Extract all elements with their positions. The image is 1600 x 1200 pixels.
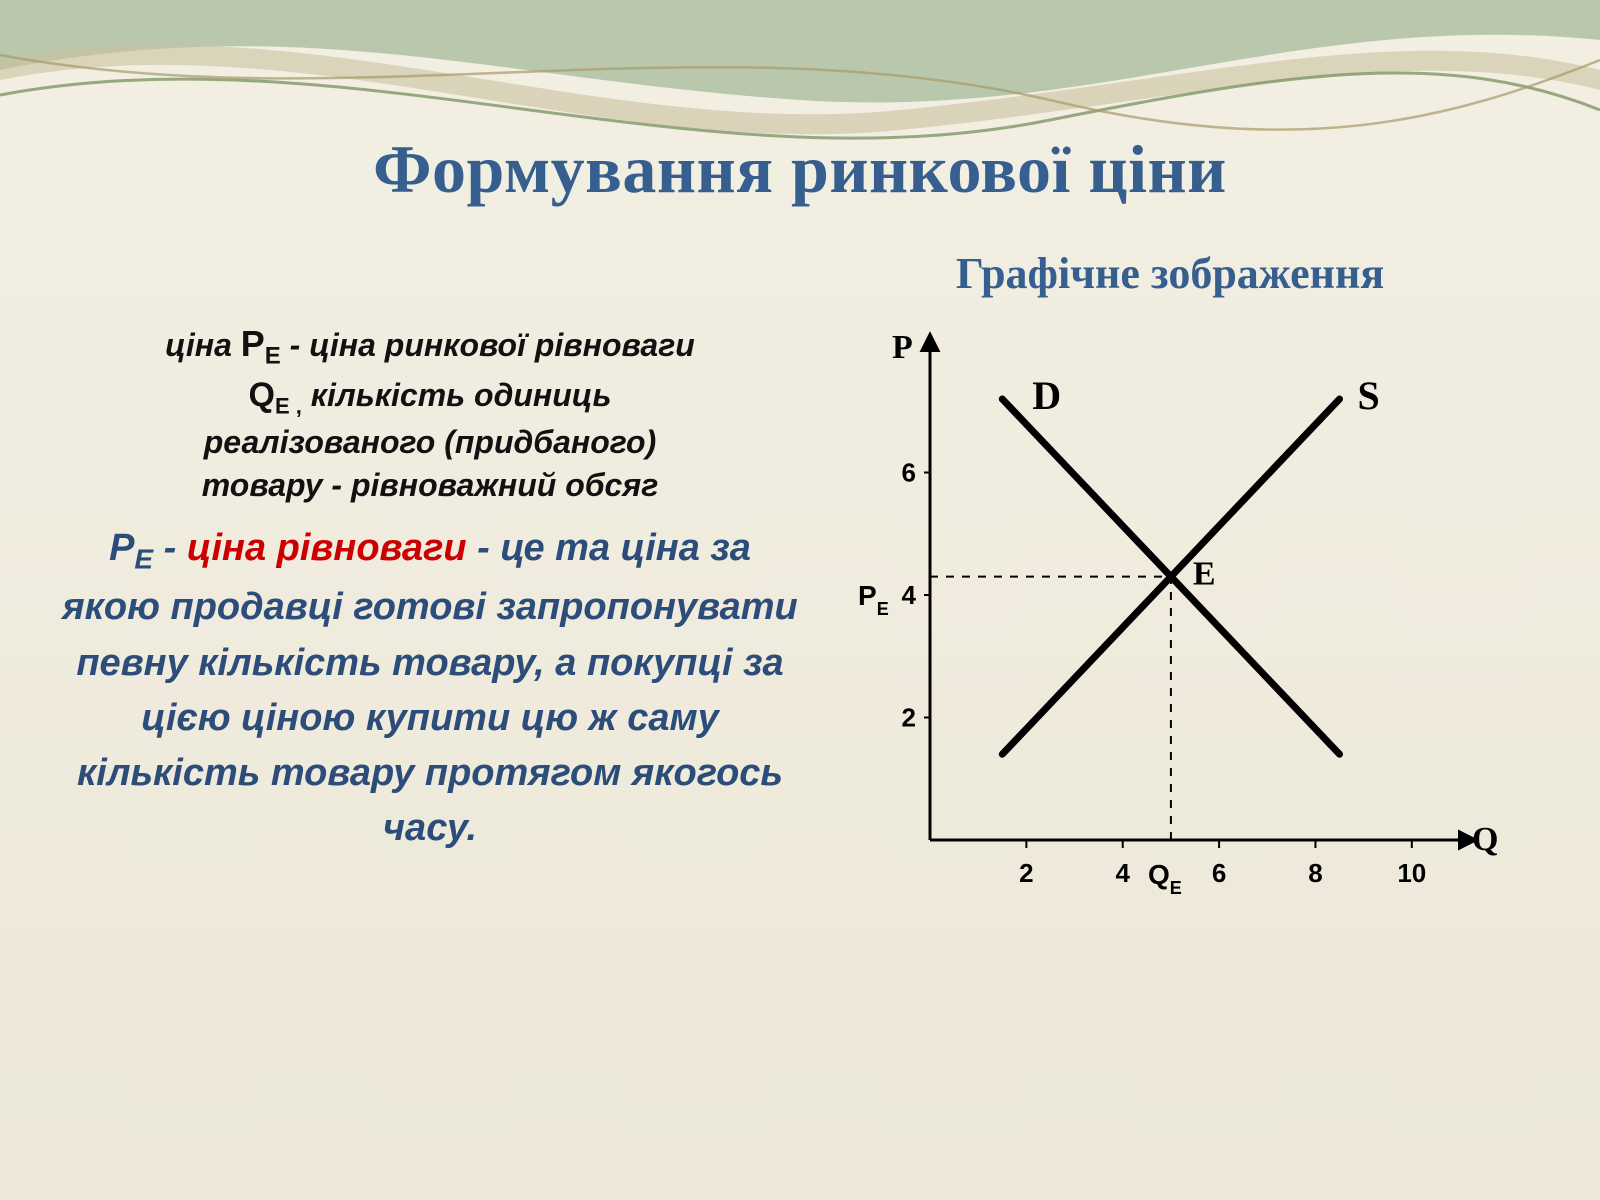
symbol-Q: Q — [249, 376, 275, 414]
page-title: Формування ринкової ціни — [0, 130, 1600, 209]
y-axis-label: P — [892, 329, 913, 366]
demand-label: D — [1032, 373, 1061, 418]
def-text: товару - рівноважний обсяг — [202, 467, 659, 503]
chart-subtitle: Графічне зображення — [820, 248, 1520, 299]
def-text: - це та ціна за якою продавці готові зап… — [62, 527, 798, 849]
symbol-P-sub: Е — [134, 544, 153, 575]
def-text: ціна — [165, 327, 241, 363]
symbol-P-sub: Е — [265, 342, 281, 369]
x-tick-label: 10 — [1397, 858, 1426, 888]
highlight-term: ціна рівноваги — [187, 527, 467, 569]
y-tick-label: 2 — [902, 703, 916, 733]
x-tick-label: 8 — [1308, 858, 1322, 888]
symbol-Q-sub: E , — [275, 393, 302, 418]
qe-axis-label: QE — [1148, 859, 1182, 898]
def-text: реалізованого (придбаного) — [204, 424, 657, 460]
pe-axis-label: PE — [858, 580, 889, 619]
supply-label: S — [1358, 373, 1380, 418]
x-tick-label: 6 — [1212, 858, 1226, 888]
def-text: - — [153, 527, 187, 569]
def-text: кількість одиниць — [302, 377, 612, 413]
def-text: - ціна ринкової рівноваги — [281, 327, 695, 363]
definition-large: РЕ - ціна рівноваги - це та ціна за якою… — [60, 521, 800, 856]
y-tick-label: 4 — [902, 580, 917, 610]
symbol-P: Р — [241, 323, 265, 364]
y-tick-label: 6 — [902, 458, 916, 488]
equilibrium-label: E — [1193, 556, 1216, 593]
symbol-P: Р — [109, 527, 134, 569]
definition-small: ціна РЕ - ціна ринкової рівноваги QE , к… — [60, 320, 800, 507]
x-tick-label: 2 — [1019, 858, 1033, 888]
supply-demand-chart: P Q 2 4 6 PE 2 4 6 8 10 QE D S E — [820, 320, 1520, 940]
definition-column: ціна РЕ - ціна ринкової рівноваги QE , к… — [60, 320, 800, 856]
x-tick-label: 4 — [1115, 858, 1130, 888]
x-axis-label: Q — [1472, 821, 1498, 858]
